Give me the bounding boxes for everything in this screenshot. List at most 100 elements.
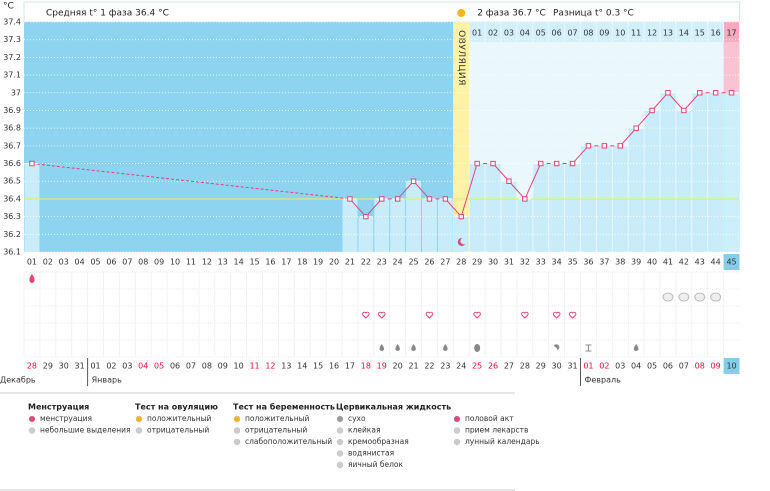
x-tick-label: 32 xyxy=(520,258,530,267)
gap-connector xyxy=(31,163,351,200)
legend-item: клейкая xyxy=(348,426,380,435)
x-tick-label: 12 xyxy=(202,258,212,267)
pill-icon xyxy=(694,292,706,302)
y-tick-label: 36.7 xyxy=(3,141,21,150)
phase2-day-cell xyxy=(596,22,612,42)
x-tick-label: 31 xyxy=(504,258,514,267)
phase2-day-cell xyxy=(644,22,660,42)
legend-swatch xyxy=(336,438,344,446)
temp-bar xyxy=(437,198,453,252)
phase2-day-cell xyxy=(565,22,580,42)
x-tick-label: 07 xyxy=(122,258,132,267)
date-label: 31 xyxy=(567,362,577,371)
x-tick-label: 23 xyxy=(377,258,387,267)
date-label: 30 xyxy=(552,362,562,371)
temp-point xyxy=(601,143,608,149)
phase2-day-cell xyxy=(708,22,724,42)
sticky-icon xyxy=(585,344,592,352)
date-label: 05 xyxy=(647,362,657,371)
y-tick-label: 36.4 xyxy=(3,194,21,203)
phase2-day: 14 xyxy=(679,29,689,38)
x-tick-label: 15 xyxy=(249,258,259,267)
heart-icon xyxy=(552,311,561,319)
legend-swatch xyxy=(336,461,344,469)
x-tick-label: 44 xyxy=(711,258,721,267)
x-tick-label: 02 xyxy=(43,258,53,267)
date-label: 16 xyxy=(329,362,339,371)
legend-item: положительный xyxy=(245,414,310,423)
legend-swatch xyxy=(28,427,36,434)
temp-bar xyxy=(660,92,676,253)
x-tick-label: 37 xyxy=(599,258,609,267)
date-label: 26 xyxy=(488,362,498,371)
heart-icon xyxy=(377,311,386,319)
temp-bar xyxy=(628,128,644,252)
x-tick-label: 40 xyxy=(647,258,657,267)
x-tick-label: 06 xyxy=(106,258,116,267)
temp-point xyxy=(633,125,639,131)
temp-bar xyxy=(724,92,739,253)
watery-icon xyxy=(411,344,416,351)
y-tick-label: 37.4 xyxy=(3,18,21,27)
phase2-day: 08 xyxy=(583,29,593,38)
legend-item: кремообразная xyxy=(348,437,409,446)
date-label: 18 xyxy=(361,362,371,371)
date-label: 02 xyxy=(599,362,609,371)
phase2-day-cell xyxy=(660,22,676,42)
legend-item: сухо xyxy=(348,414,366,423)
sun-icon xyxy=(457,9,466,17)
date-label: 08 xyxy=(202,362,212,371)
phase2-day-cell xyxy=(549,22,565,42)
temp-point xyxy=(617,143,623,149)
heart-icon xyxy=(568,311,577,319)
y-tick-label: 36.5 xyxy=(3,177,21,186)
temp-point xyxy=(458,213,464,220)
legend-item: яичный белок xyxy=(348,460,404,469)
legend-title: Цервикальная жидкость xyxy=(336,403,451,412)
temp-point xyxy=(538,160,544,167)
temp-bar xyxy=(469,163,485,252)
heart-icon xyxy=(521,311,529,319)
date-label: 15 xyxy=(313,362,323,371)
x-tick-label: 42 xyxy=(679,258,689,267)
legend-title: Тест на овуляцию xyxy=(135,403,218,412)
temp-point xyxy=(728,90,735,96)
date-label: 11 xyxy=(249,362,259,371)
y-unit: °C xyxy=(3,2,14,12)
x-tick-label: 19 xyxy=(313,258,323,267)
x-tick-label: 34 xyxy=(552,258,562,267)
phase2-day-cell xyxy=(628,22,644,42)
x-tick-label: 30 xyxy=(488,258,498,267)
date-label: 10 xyxy=(234,362,244,371)
legend-item: прием лекарств xyxy=(465,426,528,435)
temp-point xyxy=(490,160,496,167)
egg-white-icon xyxy=(474,344,481,352)
x-tick-label: 22 xyxy=(361,258,371,267)
legend-swatch xyxy=(336,427,344,434)
x-tick-label: 11 xyxy=(186,258,196,267)
temp-bar xyxy=(708,92,724,253)
temp-point xyxy=(426,196,433,202)
temp-point xyxy=(379,196,385,202)
y-tick-label: 36.9 xyxy=(3,106,21,115)
x-tick-label: 16 xyxy=(265,258,275,267)
legend-swatch xyxy=(453,415,461,423)
temp-point xyxy=(410,178,417,184)
date-label: 01 xyxy=(90,362,100,371)
phase2-day: 02 xyxy=(488,29,498,38)
date-label: 06 xyxy=(663,362,673,371)
phase2-day: 17 xyxy=(726,29,736,38)
phase2-day-cell xyxy=(533,22,549,42)
date-label: 02 xyxy=(106,362,116,371)
date-label: 01 xyxy=(583,362,593,371)
legend-item: положительный xyxy=(147,414,212,423)
legend-swatch xyxy=(135,415,143,423)
temp-point xyxy=(522,196,528,202)
heart-icon xyxy=(425,311,434,319)
temp-point xyxy=(394,196,401,202)
temp-bar xyxy=(453,216,469,252)
date-label: 28 xyxy=(520,362,530,371)
heart-icon xyxy=(473,311,481,319)
temp-point xyxy=(506,178,512,184)
